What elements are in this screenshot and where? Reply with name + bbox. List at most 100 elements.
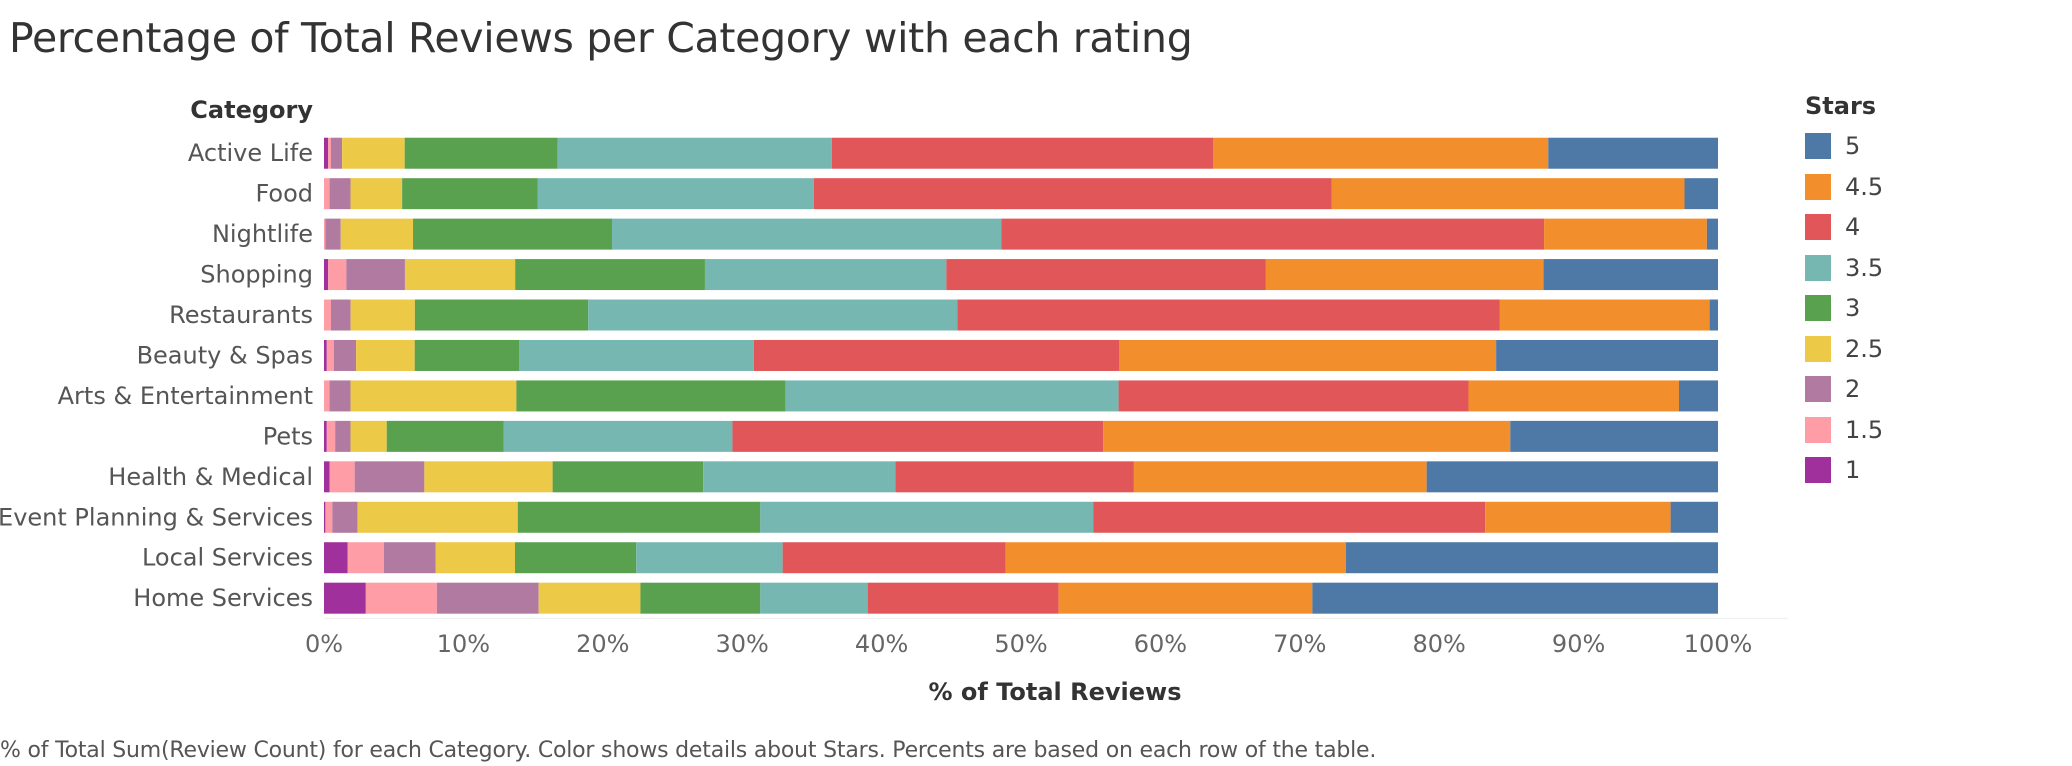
bar-segment xyxy=(404,259,516,291)
x-tick-label: 60% xyxy=(1134,630,1187,658)
bar-segment xyxy=(414,339,520,371)
bar-segment xyxy=(1119,339,1497,371)
bar-segment xyxy=(1345,542,1718,574)
bar-segment xyxy=(753,339,1120,371)
bar-segment xyxy=(335,420,351,452)
bar-segment xyxy=(329,461,355,493)
x-tick-label: 40% xyxy=(855,630,908,658)
legend-swatch xyxy=(1805,173,1831,200)
bar-segment xyxy=(402,178,538,210)
bar-segment xyxy=(324,420,327,452)
x-tick-label: 100% xyxy=(1684,630,1753,658)
x-axis-title: % of Total Reviews xyxy=(929,678,1182,706)
legend-label: 5 xyxy=(1845,132,1861,161)
bar-segment xyxy=(350,299,415,331)
bar-segment xyxy=(332,501,358,533)
bar-segment xyxy=(1426,461,1718,493)
bar-segment xyxy=(328,259,347,291)
bar-segment xyxy=(611,218,1002,250)
bar-segment xyxy=(324,501,326,533)
bar-segment xyxy=(517,501,761,533)
bar-segment xyxy=(552,461,704,493)
bar-segment xyxy=(365,582,437,614)
bar-segment xyxy=(782,542,1006,574)
legend-label: 1.5 xyxy=(1845,415,1884,444)
bar-segment xyxy=(329,380,351,412)
legend-item: 3 xyxy=(1805,288,1883,329)
bar-segment xyxy=(383,542,436,574)
bar-segment xyxy=(1118,380,1469,412)
bar-segment xyxy=(350,178,403,210)
footer-caption: % of Total Sum(Review Count) for each Ca… xyxy=(0,738,1377,763)
bar-segment xyxy=(760,582,868,614)
bar-segment xyxy=(1265,259,1544,291)
bar-segment xyxy=(1678,380,1718,412)
bar-segment xyxy=(1706,218,1718,250)
legend-item: 1.5 xyxy=(1805,410,1883,451)
bar-segment xyxy=(324,137,329,169)
bar-segment xyxy=(386,420,504,452)
legend-item: 1 xyxy=(1805,450,1883,491)
legend-label: 4.5 xyxy=(1845,172,1884,201)
legend-title: Stars xyxy=(1805,92,1877,120)
category-label: Active Life xyxy=(188,139,313,167)
bar-segment xyxy=(340,218,414,250)
category-labels: Active Life Food Nightlife Shopping Restaura… xyxy=(0,139,313,612)
x-tick-label: 10% xyxy=(437,630,490,658)
bar-segment xyxy=(1543,259,1718,291)
legend-item: 2.5 xyxy=(1805,329,1883,370)
bar-segment xyxy=(704,259,947,291)
bar-segment xyxy=(328,137,331,169)
bar-segment xyxy=(1544,218,1707,250)
bar-segment xyxy=(324,339,327,371)
legend-swatch xyxy=(1805,254,1831,281)
x-tick-label: 20% xyxy=(576,630,629,658)
bar-segment xyxy=(557,137,832,169)
bar-segment xyxy=(515,259,705,291)
chart-title: Percentage of Total Reviews per Category… xyxy=(9,14,1193,62)
bar-segment xyxy=(325,218,341,250)
bar-segment xyxy=(356,339,415,371)
bar-segment xyxy=(503,420,733,452)
bar-segment xyxy=(831,137,1213,169)
bar-segment xyxy=(357,501,518,533)
legend-swatch xyxy=(1805,335,1831,362)
bar-segment xyxy=(732,420,1104,452)
legend-label: 1 xyxy=(1845,456,1861,485)
bar-segment xyxy=(1709,299,1718,331)
bars-group xyxy=(324,137,1718,614)
bar-segment xyxy=(537,178,814,210)
bar-segment xyxy=(326,339,334,371)
bar-segment xyxy=(324,259,329,291)
x-tick-label: 70% xyxy=(1273,630,1326,658)
legend-swatch xyxy=(1805,457,1831,484)
category-label: Event Planning & Services xyxy=(0,503,313,531)
bar-segment xyxy=(324,299,331,331)
bar-segment xyxy=(867,582,1059,614)
bar-segment xyxy=(516,380,786,412)
x-tick-label: 0% xyxy=(305,630,343,658)
legend-swatch xyxy=(1805,376,1831,403)
bar-segment xyxy=(350,420,387,452)
bar-segment xyxy=(946,259,1266,291)
bar-segment xyxy=(404,137,558,169)
legend-item: 2 xyxy=(1805,369,1883,410)
bar-segment xyxy=(342,137,405,169)
legend-swatch xyxy=(1805,214,1831,241)
bar-segment xyxy=(414,299,589,331)
bar-segment xyxy=(538,582,641,614)
bar-segment xyxy=(1312,582,1718,614)
x-tick-label: 90% xyxy=(1552,630,1605,658)
bar-segment xyxy=(1103,420,1511,452)
bar-segment xyxy=(588,299,958,331)
bar-segment xyxy=(957,299,1500,331)
bar-segment xyxy=(1499,299,1710,331)
legend-label: 2.5 xyxy=(1845,334,1884,363)
legend-swatch xyxy=(1805,416,1831,443)
x-tick-label: 80% xyxy=(1413,630,1466,658)
bar-segment xyxy=(333,339,357,371)
bar-segment xyxy=(330,299,351,331)
bar-segment xyxy=(1510,420,1718,452)
legend: Stars 5 4.5 4 3.5 3 2.5 2 1.5 1 xyxy=(1805,92,1883,491)
